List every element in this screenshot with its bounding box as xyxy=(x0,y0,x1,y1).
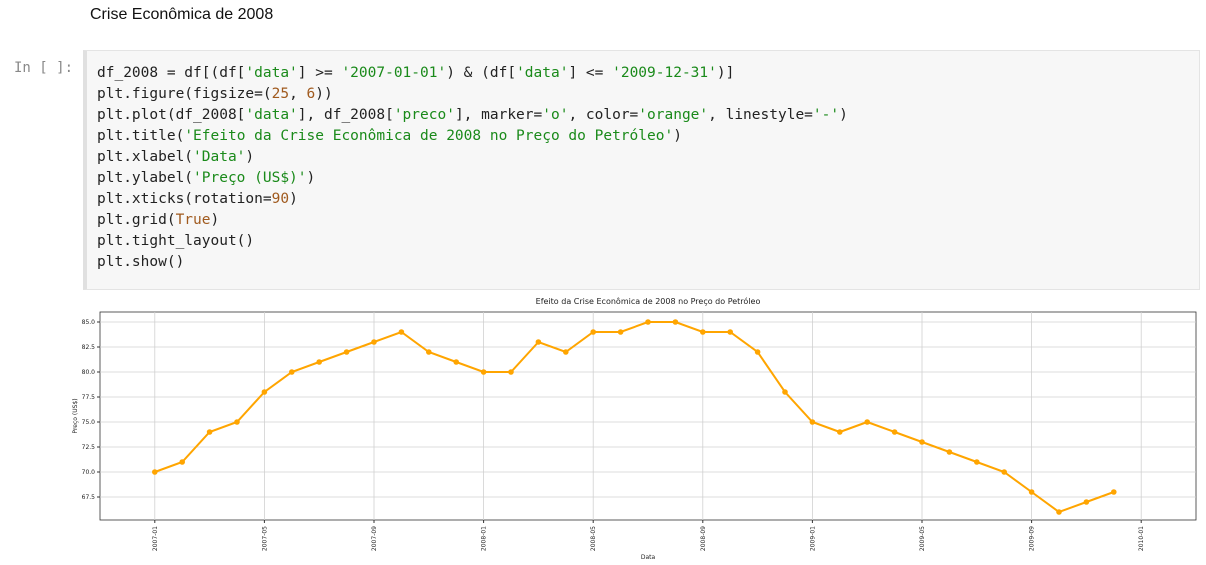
code-line: plt.tight_layout() xyxy=(97,233,255,249)
code-line: plt.show() xyxy=(97,254,185,270)
data-point xyxy=(1001,469,1007,475)
y-tick-label: 70.0 xyxy=(82,469,96,476)
data-point xyxy=(563,349,569,355)
data-point xyxy=(508,369,514,375)
x-tick-label: 2010-01 xyxy=(1138,526,1145,551)
y-tick-label: 82.5 xyxy=(82,344,96,351)
data-point xyxy=(371,339,377,345)
x-tick-label: 2008-09 xyxy=(700,526,707,551)
data-line xyxy=(154,321,1115,514)
x-tick-label: 2007-05 xyxy=(261,526,268,551)
x-tick-label: 2007-09 xyxy=(371,526,378,551)
code-line: plt.xticks(rotation=90) xyxy=(97,191,298,207)
data-point xyxy=(1056,509,1062,515)
data-point xyxy=(179,459,185,465)
data-point xyxy=(1111,489,1117,495)
data-point xyxy=(837,429,843,435)
data-point xyxy=(590,329,596,335)
data-point xyxy=(809,419,816,425)
data-point xyxy=(426,349,432,355)
x-tick-label: 2008-01 xyxy=(481,526,488,551)
code-line: df_2008 = df[(df['data'] >= '2007-01-01'… xyxy=(97,65,735,81)
y-tick-label: 75.0 xyxy=(82,419,96,426)
code-line: plt.grid(True) xyxy=(97,212,220,228)
code-line: plt.ylabel('Preço (US$)') xyxy=(97,170,316,186)
data-point xyxy=(645,319,651,325)
y-axis-label: Preço (US$) xyxy=(72,398,79,433)
x-axis-label: Data xyxy=(641,554,656,561)
data-point xyxy=(727,329,733,335)
data-point xyxy=(289,369,295,375)
data-point xyxy=(891,429,898,435)
chart-title: Efeito da Crise Econômica de 2008 no Pre… xyxy=(536,296,761,306)
data-point xyxy=(1028,489,1035,495)
code-line: plt.plot(df_2008['data'], df_2008['preco… xyxy=(97,107,848,123)
data-point xyxy=(946,449,953,455)
code-line: plt.xlabel('Data') xyxy=(97,149,255,165)
data-point xyxy=(261,389,268,395)
x-tick-label: 2008-05 xyxy=(590,526,597,551)
data-point xyxy=(919,439,925,445)
data-point xyxy=(782,389,788,395)
y-tick-label: 67.5 xyxy=(82,494,96,501)
y-tick-label: 77.5 xyxy=(82,394,96,401)
data-point xyxy=(535,339,542,345)
data-point xyxy=(398,329,405,335)
data-point xyxy=(672,319,679,325)
data-point xyxy=(754,349,761,355)
x-tick-label: 2009-05 xyxy=(919,526,926,551)
data-point xyxy=(316,359,323,365)
data-point xyxy=(700,329,706,335)
y-tick-label: 80.0 xyxy=(82,369,96,376)
cell-prompt: In [ ]: xyxy=(14,60,74,76)
x-tick-label: 2009-09 xyxy=(1029,526,1036,551)
code-line: plt.title('Efeito da Crise Econômica de … xyxy=(97,128,682,144)
data-point xyxy=(864,419,870,425)
data-point xyxy=(152,469,158,475)
x-tick-label: 2009-01 xyxy=(809,526,816,551)
markdown-heading: Crise Econômica de 2008 xyxy=(90,6,274,23)
data-point xyxy=(1083,499,1090,505)
code-cell[interactable]: df_2008 = df[(df['data'] >= '2007-01-01'… xyxy=(83,50,1200,290)
data-point xyxy=(453,359,460,365)
data-point xyxy=(480,369,487,375)
data-point xyxy=(974,459,980,465)
data-point xyxy=(234,419,240,425)
x-tick-label: 2007-01 xyxy=(152,526,159,551)
y-tick-label: 85.0 xyxy=(82,319,96,326)
y-tick-label: 72.5 xyxy=(82,444,96,451)
data-point xyxy=(617,329,624,335)
plot-area xyxy=(99,311,1197,521)
code-line: plt.figure(figsize=(25, 6)) xyxy=(97,86,333,102)
data-point xyxy=(206,429,213,435)
data-point xyxy=(343,349,350,355)
